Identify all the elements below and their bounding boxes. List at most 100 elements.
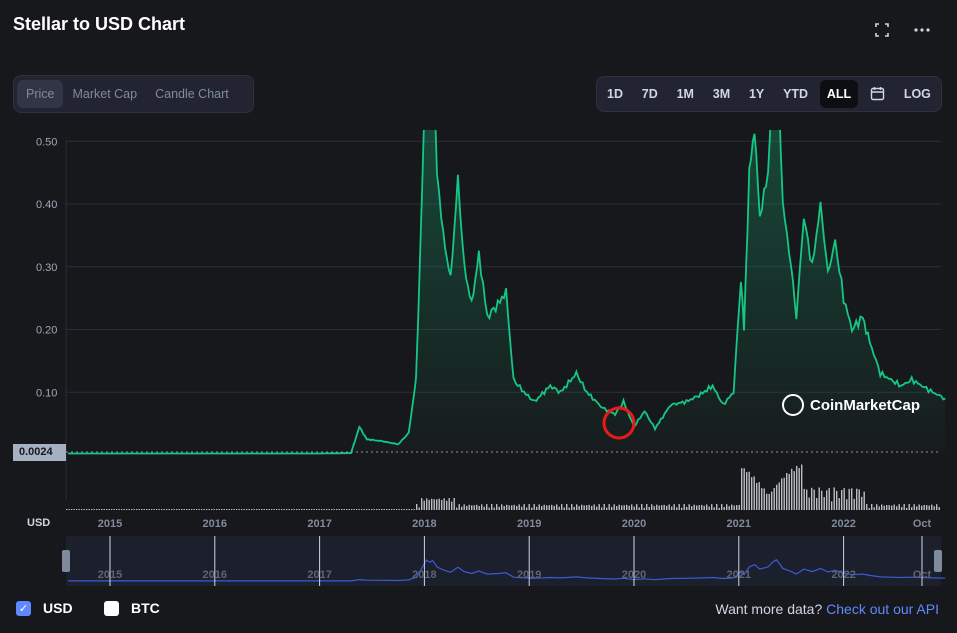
volume-bar (518, 504, 520, 510)
volume-bar (156, 509, 158, 510)
volume-bar (738, 504, 740, 510)
volume-bar (138, 509, 140, 510)
volume-bar (571, 504, 573, 510)
volume-bar (741, 468, 743, 510)
volume-bar (591, 505, 593, 510)
volume-bar (81, 509, 83, 510)
log-scale-toggle[interactable]: LOG (903, 87, 931, 101)
volume-bar (913, 504, 915, 510)
volume-bar (583, 505, 585, 510)
volume-bar (668, 504, 670, 510)
volume-bar (558, 506, 560, 510)
range-ytd[interactable]: YTD (783, 87, 809, 101)
tab-market-cap[interactable]: Market Cap (72, 87, 138, 101)
volume-bar (108, 509, 110, 510)
volume-bar (123, 509, 125, 510)
volume-bar (493, 507, 495, 510)
more-options-icon[interactable] (911, 22, 933, 42)
volume-bar (248, 509, 250, 510)
volume-bar (818, 487, 820, 510)
volume-bar (176, 509, 178, 510)
legend-usd[interactable]: ✓ USD (16, 600, 73, 616)
volume-bar (886, 505, 888, 510)
volume-bar (501, 504, 503, 510)
api-link[interactable]: Check out our API (826, 601, 939, 617)
volume-bar (766, 493, 768, 510)
volume-bar (786, 473, 788, 510)
volume-bar (903, 504, 905, 510)
volume-bar (808, 497, 810, 510)
legend-btc[interactable]: BTC (104, 600, 160, 616)
volume-bar (463, 504, 465, 510)
volume-bar (276, 509, 278, 510)
volume-bar (688, 504, 690, 510)
volume-bar (468, 504, 470, 510)
tab-candle-chart[interactable]: Candle Chart (155, 87, 229, 101)
volume-bar (178, 509, 180, 510)
volume-bar (461, 506, 463, 510)
calendar-icon[interactable] (863, 80, 892, 108)
volume-bar (486, 504, 488, 510)
volume-bar (648, 506, 650, 510)
volume-bar (396, 509, 398, 510)
range-1m[interactable]: 1M (676, 87, 694, 101)
navigator-tick-label: 2016 (203, 569, 227, 581)
volume-bar (83, 509, 85, 510)
volume-bar (533, 504, 535, 510)
volume-bar (726, 504, 728, 510)
volume-bar (91, 509, 93, 510)
volume-bar (411, 509, 413, 510)
range-7d[interactable]: 7D (641, 87, 658, 101)
range-all[interactable]: ALL (819, 80, 859, 108)
navigator-handle-left[interactable] (62, 550, 70, 572)
range-3m[interactable]: 3M (712, 87, 731, 101)
volume-bar (836, 490, 838, 510)
checkbox-usd[interactable]: ✓ (16, 600, 31, 616)
volume-bar (416, 504, 418, 510)
volume-bar (306, 509, 308, 510)
volume-bar (763, 488, 765, 510)
volume-bar (791, 468, 793, 510)
volume-bar (921, 505, 923, 510)
navigator-handle-right[interactable] (934, 550, 942, 572)
volume-bar (353, 509, 355, 510)
range-1d[interactable]: 1D (607, 87, 623, 101)
volume-bar (641, 504, 643, 510)
volume-bar (226, 509, 228, 510)
volume-bar (321, 509, 323, 510)
volume-bar (181, 509, 183, 510)
volume-bar (833, 487, 835, 510)
volume-bar (656, 504, 658, 510)
volume-bar (531, 507, 533, 510)
volume-bar (381, 509, 383, 510)
navigator-tick-label: 2022 (831, 569, 855, 581)
volume-bar (768, 493, 770, 510)
y-axis-unit: USD (27, 517, 50, 529)
volume-bar (601, 507, 603, 510)
range-1y[interactable]: 1Y (748, 87, 765, 101)
volume-bar (928, 505, 930, 510)
volume-bar (613, 504, 615, 510)
volume-bar (238, 509, 240, 510)
volume-bar (508, 505, 510, 510)
price-chart[interactable]: 0.700.600.500.400.300.200.10 USD 2015201… (0, 130, 957, 590)
volume-bar (336, 509, 338, 510)
volume-bar (433, 499, 435, 510)
volume-bar (901, 507, 903, 510)
volume-bar (391, 509, 393, 510)
volume-bar (606, 507, 608, 510)
volume-bar (113, 509, 115, 510)
legend-btc-label: BTC (131, 600, 160, 616)
tab-price[interactable]: Price (17, 80, 64, 108)
fullscreen-icon[interactable] (871, 22, 893, 42)
volume-bar (333, 509, 335, 510)
volume-bar (423, 500, 425, 510)
volume-bar (643, 507, 645, 510)
volume-bar (931, 504, 933, 510)
volume-bar (233, 509, 235, 510)
volume-bar (446, 500, 448, 510)
highlight-circle (602, 406, 636, 440)
checkbox-btc[interactable] (104, 600, 119, 616)
y-tick-label: 0.20 (36, 325, 57, 337)
volume-bar (513, 504, 515, 510)
